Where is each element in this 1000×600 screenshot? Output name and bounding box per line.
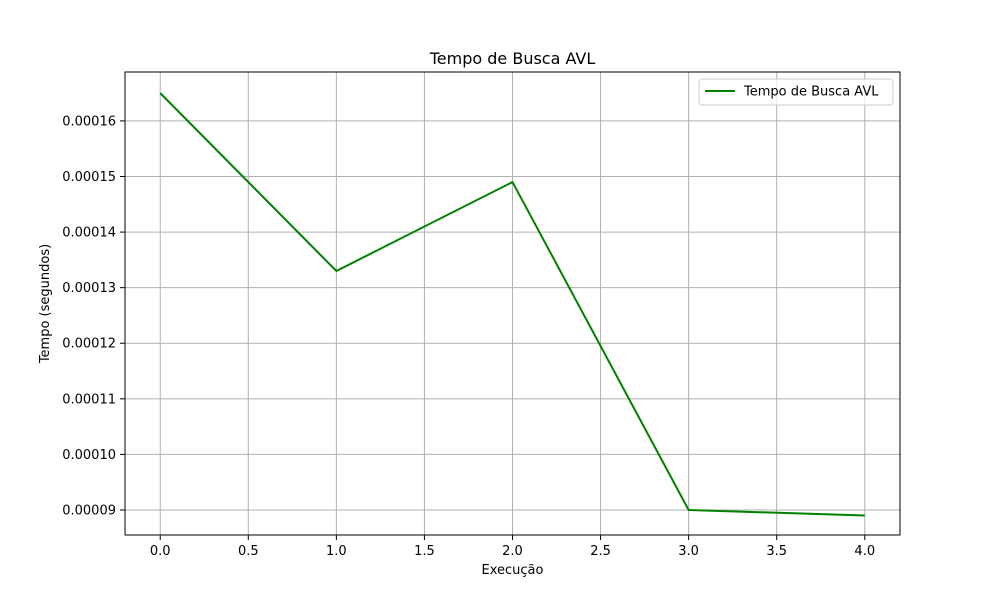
y-tick-label: 0.00013 [62,281,116,296]
y-tick-label: 0.00010 [62,448,116,463]
chart-title: Tempo de Busca AVL [429,49,596,68]
y-tick-label: 0.00012 [62,337,116,352]
x-tick-label: 2.0 [502,544,523,559]
x-tick-label: 3.0 [678,544,699,559]
grid [125,72,900,535]
legend-label: Tempo de Busca AVL [743,85,879,100]
x-tick-label: 0.0 [150,544,171,559]
y-tick-label: 0.00015 [62,170,116,185]
legend: Tempo de Busca AVL [698,78,894,106]
x-tick-label: 2.5 [590,544,611,559]
y-axis-label: Tempo (segundos) [38,244,53,364]
y-tick-label: 0.00011 [62,392,116,407]
x-tick-label: 0.5 [238,544,259,559]
legend-box [698,78,894,106]
x-tick-label: 3.5 [766,544,787,559]
y-tick-label: 0.00009 [62,503,116,518]
x-tick-label: 1.5 [414,544,435,559]
x-axis-label: Execução [482,563,544,578]
x-tick-label: 4.0 [854,544,875,559]
y-tick-label: 0.00014 [62,226,116,241]
tick-labels: 0.0 0.5 1.0 1.5 2.0 2.5 3.0 3.5 4.0 0.00009 0.0001… [62,114,875,559]
x-tick-label: 1.0 [326,544,347,559]
series-layer [159,92,865,517]
ticks [120,120,866,540]
y-tick-label: 0.00016 [62,114,116,129]
